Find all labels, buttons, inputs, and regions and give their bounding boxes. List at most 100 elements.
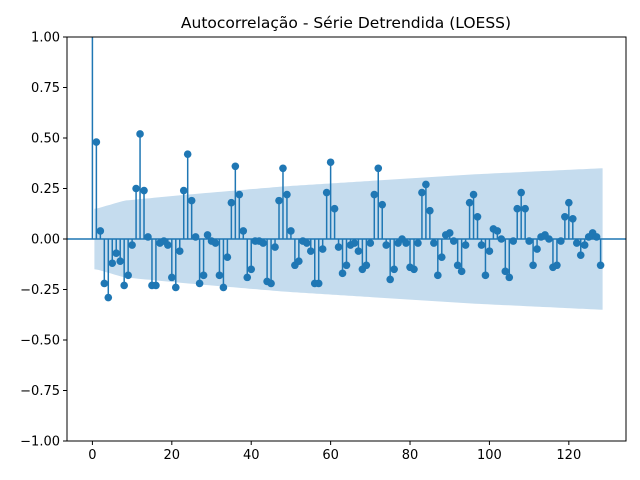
marker-lag-100 <box>486 247 494 255</box>
marker-lag-7 <box>116 257 124 265</box>
marker-lag-40 <box>247 266 255 274</box>
marker-lag-22 <box>176 247 184 255</box>
marker-lag-39 <box>243 274 251 282</box>
marker-lag-123 <box>577 251 585 259</box>
marker-lag-85 <box>426 207 434 215</box>
marker-lag-11 <box>132 185 140 193</box>
marker-lag-9 <box>124 272 132 280</box>
marker-lag-70 <box>367 239 375 247</box>
marker-lag-24 <box>184 150 192 158</box>
marker-lag-10 <box>128 241 136 249</box>
marker-lag-73 <box>378 201 386 209</box>
marker-lag-19 <box>164 241 172 249</box>
marker-lag-127 <box>593 233 601 241</box>
marker-lag-62 <box>335 243 343 251</box>
marker-lag-45 <box>267 280 275 288</box>
x-tick-label: 40 <box>243 448 260 463</box>
x-tick-label: 100 <box>477 448 502 463</box>
marker-lag-83 <box>418 189 426 197</box>
marker-lag-54 <box>303 239 311 247</box>
marker-lag-81 <box>410 266 418 274</box>
x-tick-label: 120 <box>556 448 581 463</box>
marker-lag-115 <box>545 235 553 243</box>
x-tick-label: 80 <box>402 448 419 463</box>
marker-lag-59 <box>323 189 331 197</box>
marker-lag-95 <box>466 199 474 207</box>
marker-lag-118 <box>557 237 565 245</box>
marker-lag-64 <box>343 261 351 269</box>
marker-lag-74 <box>382 241 390 249</box>
marker-lag-71 <box>370 191 378 199</box>
marker-lag-97 <box>474 213 482 221</box>
y-tick-label: −0.25 <box>20 283 60 298</box>
marker-lag-3 <box>101 280 109 288</box>
marker-lag-102 <box>494 227 502 235</box>
marker-lag-55 <box>307 247 315 255</box>
marker-lag-91 <box>450 237 458 245</box>
marker-lag-34 <box>224 253 232 261</box>
marker-lag-14 <box>144 233 152 241</box>
marker-lag-27 <box>196 280 204 288</box>
marker-lag-61 <box>331 205 339 213</box>
marker-lag-12 <box>136 130 144 138</box>
x-tick-label: 0 <box>88 448 96 463</box>
marker-lag-107 <box>513 205 521 213</box>
x-tick-label: 60 <box>322 448 339 463</box>
marker-lag-20 <box>168 274 176 282</box>
marker-lag-87 <box>434 272 442 280</box>
marker-lag-33 <box>220 284 228 292</box>
marker-lag-106 <box>509 237 517 245</box>
y-tick-label: −0.50 <box>20 334 60 349</box>
marker-lag-60 <box>327 158 335 166</box>
marker-lag-16 <box>152 282 160 290</box>
marker-lag-46 <box>271 243 279 251</box>
marker-lag-26 <box>192 233 200 241</box>
marker-lag-82 <box>414 239 422 247</box>
marker-lag-38 <box>239 227 247 235</box>
marker-lag-52 <box>295 257 303 265</box>
marker-lag-108 <box>517 189 525 197</box>
marker-lag-31 <box>212 239 220 247</box>
marker-lag-37 <box>236 191 244 199</box>
marker-lag-124 <box>581 241 589 249</box>
marker-lag-35 <box>228 199 236 207</box>
marker-lag-63 <box>339 270 347 278</box>
marker-lag-69 <box>363 261 371 269</box>
marker-lag-96 <box>470 191 478 199</box>
y-tick-label: −1.00 <box>20 435 60 450</box>
marker-lag-99 <box>482 272 490 280</box>
marker-lag-75 <box>386 276 394 284</box>
marker-lag-43 <box>259 239 267 247</box>
y-tick-label: 0.75 <box>31 81 60 96</box>
marker-lag-84 <box>422 181 430 189</box>
marker-lag-58 <box>319 245 327 253</box>
x-tick-label: 20 <box>164 448 181 463</box>
marker-lag-32 <box>216 272 224 280</box>
marker-lag-119 <box>561 213 569 221</box>
marker-lag-57 <box>315 280 323 288</box>
marker-lag-103 <box>498 235 506 243</box>
marker-lag-21 <box>172 284 180 292</box>
marker-lag-128 <box>597 261 605 269</box>
marker-lag-2 <box>97 227 105 235</box>
marker-lag-5 <box>108 259 116 267</box>
marker-lag-98 <box>478 241 486 249</box>
chart-title: Autocorrelação - Série Detrendida (LOESS… <box>181 14 511 32</box>
marker-lag-8 <box>120 282 128 290</box>
marker-lag-48 <box>279 165 287 173</box>
marker-lag-28 <box>200 272 208 280</box>
marker-lag-122 <box>573 239 581 247</box>
marker-lag-109 <box>521 205 529 213</box>
marker-lag-121 <box>569 215 577 223</box>
marker-lag-79 <box>402 239 410 247</box>
marker-lag-49 <box>283 191 291 199</box>
y-tick-label: 1.00 <box>31 31 60 46</box>
marker-lag-112 <box>533 245 541 253</box>
marker-lag-94 <box>462 241 470 249</box>
marker-lag-25 <box>188 197 196 205</box>
marker-lag-1 <box>93 138 101 146</box>
y-tick-label: −0.75 <box>20 384 60 399</box>
marker-lag-120 <box>565 199 573 207</box>
